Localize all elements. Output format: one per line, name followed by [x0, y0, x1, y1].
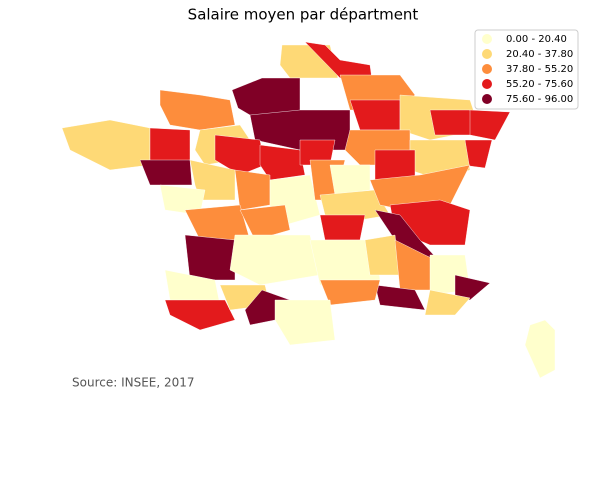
department — [139, 159, 193, 186]
source-note: Source: INSEE, 2017 — [72, 376, 195, 390]
department — [234, 169, 271, 211]
legend-label: 37.80 - 55.20 — [506, 64, 573, 75]
legend-swatch — [482, 94, 492, 104]
department — [239, 204, 291, 241]
legend-box — [474, 29, 579, 110]
department — [364, 234, 401, 276]
legend-label: 0.00 - 20.40 — [506, 34, 567, 45]
department — [319, 279, 381, 306]
legend-label: 20.40 - 37.80 — [506, 49, 573, 60]
department — [159, 89, 236, 131]
department — [229, 234, 321, 286]
department — [454, 274, 491, 301]
department — [319, 214, 366, 241]
legend: 0.00 - 20.40 20.40 - 37.80 37.80 - 55.20 55… — [482, 34, 573, 105]
legend-swatch — [482, 79, 492, 89]
legend-swatch — [482, 64, 492, 74]
department — [184, 234, 236, 281]
department — [274, 299, 336, 346]
department — [374, 284, 426, 311]
department — [214, 134, 266, 176]
department — [149, 127, 191, 166]
department — [329, 164, 371, 196]
department — [469, 109, 511, 141]
department — [61, 119, 151, 171]
department — [429, 109, 476, 136]
legend-label: 55.20 - 75.60 — [506, 79, 573, 90]
department — [259, 144, 306, 181]
department — [319, 189, 391, 221]
legend-label: 75.60 - 96.00 — [506, 94, 573, 105]
departments — [61, 41, 556, 379]
department — [349, 99, 401, 131]
department — [304, 41, 373, 81]
department — [424, 289, 471, 316]
legend-swatch — [482, 34, 492, 44]
department — [524, 319, 556, 379]
legend-swatch — [482, 49, 492, 59]
department — [164, 299, 236, 331]
map-title: Salaire moyen par départment — [188, 6, 419, 24]
department — [244, 289, 291, 326]
